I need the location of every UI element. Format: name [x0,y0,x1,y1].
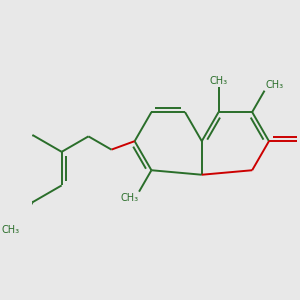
Text: CH₃: CH₃ [266,80,284,90]
Text: CH₃: CH₃ [1,224,19,235]
Text: CH₃: CH₃ [120,193,138,202]
Text: CH₃: CH₃ [209,76,228,86]
